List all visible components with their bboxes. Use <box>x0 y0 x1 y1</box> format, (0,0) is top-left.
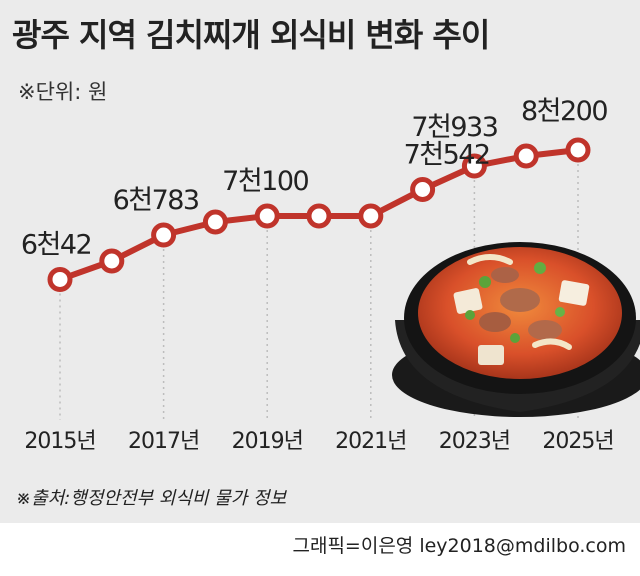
x-tick-label: 2019년 <box>232 429 303 454</box>
graphic-credit: 그래픽=이은영 ley2018@mdilbo.com <box>292 535 626 557</box>
data-label: 7천542 <box>404 139 490 170</box>
data-label: 7천100 <box>222 166 308 197</box>
data-point-marker <box>151 222 177 248</box>
data-label: 6천42 <box>21 229 91 260</box>
chart-title: 광주 지역 김치찌개 외식비 변화 추이 <box>12 16 490 54</box>
x-tick-label: 2025년 <box>542 429 613 454</box>
data-point-marker <box>47 266 73 292</box>
data-label: 8천200 <box>521 96 607 127</box>
data-point-marker <box>306 203 332 229</box>
source-note: ※출처:행정안전부 외식비 물가 정보 <box>16 488 287 509</box>
data-point-marker <box>254 203 280 229</box>
data-point-marker <box>410 176 436 202</box>
kimchi-stew-illustration <box>392 242 640 417</box>
unit-note: ※단위: 원 <box>18 80 108 104</box>
data-point-marker <box>565 137 591 163</box>
data-label: 6천783 <box>113 185 199 216</box>
x-tick-label: 2017년 <box>128 429 199 454</box>
data-point-marker <box>358 203 384 229</box>
data-point-marker <box>202 209 228 235</box>
x-tick-label: 2021년 <box>335 429 406 454</box>
data-point-marker <box>461 153 487 179</box>
x-tick-label: 2023년 <box>439 429 510 454</box>
data-point-marker <box>99 248 125 274</box>
data-point-marker <box>513 143 539 169</box>
data-label: 7천933 <box>411 112 497 143</box>
x-tick-label: 2015년 <box>24 429 95 454</box>
